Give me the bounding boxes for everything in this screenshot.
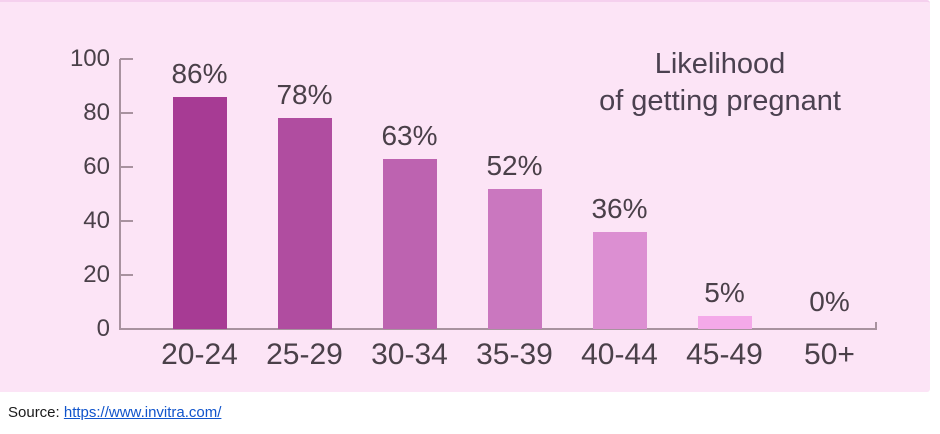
bar-35-39: [487, 188, 542, 329]
bar-30-34: [382, 158, 437, 329]
chart-title-line2: of getting pregnant: [599, 85, 841, 117]
y-tick-label: 80: [83, 99, 110, 126]
bar-value-label: 36%: [591, 192, 648, 224]
bar-value-label: 5%: [704, 276, 745, 308]
chart-title-line1: Likelihood: [654, 48, 786, 80]
y-tick-label: 60: [83, 153, 110, 180]
y-tick-mark: [120, 220, 133, 222]
chart-panel: Likelihood of getting pregnant 0 20 40 60 80…: [0, 0, 930, 392]
y-tick-mark: [120, 166, 133, 168]
x-axis-line: [119, 328, 877, 330]
bar-value-label: 78%: [276, 79, 333, 111]
bar-40-44: [592, 231, 647, 329]
bar-value-label: 0%: [809, 286, 850, 317]
y-tick-mark: [120, 274, 133, 276]
y-axis-line: [119, 59, 121, 329]
y-tick-label: 100: [69, 45, 110, 72]
y-tick-mark: [120, 58, 133, 60]
x-tick-label: 20-24: [161, 338, 238, 371]
x-tick-label: 50+: [804, 338, 855, 371]
x-tick-label: 45-49: [686, 338, 763, 371]
y-tick-label: 40: [83, 207, 110, 234]
source-link[interactable]: https://www.invitra.com/: [63, 404, 222, 421]
x-tick-label: 40-44: [581, 338, 658, 371]
source-label: Source:: [8, 404, 60, 421]
chart-title: Likelihood of getting pregnant: [553, 46, 887, 120]
x-tick-label: 25-29: [266, 338, 343, 371]
y-tick-mark: [120, 112, 133, 114]
y-tick-label: 0: [96, 315, 110, 342]
bar-20-24: [172, 96, 227, 329]
bar-value-label: 52%: [486, 149, 543, 181]
bar-25-29: [277, 118, 332, 329]
y-tick-label: 20: [83, 261, 110, 288]
source-line: Source: https://www.invitra.com/: [8, 404, 221, 421]
bar-45-49: [697, 315, 752, 329]
x-tick-label: 35-39: [476, 338, 553, 371]
x-axis-end-tick: [875, 322, 877, 330]
x-tick-label: 30-34: [371, 338, 448, 371]
bar-value-label: 86%: [171, 57, 228, 89]
bar-value-label: 63%: [381, 119, 438, 151]
